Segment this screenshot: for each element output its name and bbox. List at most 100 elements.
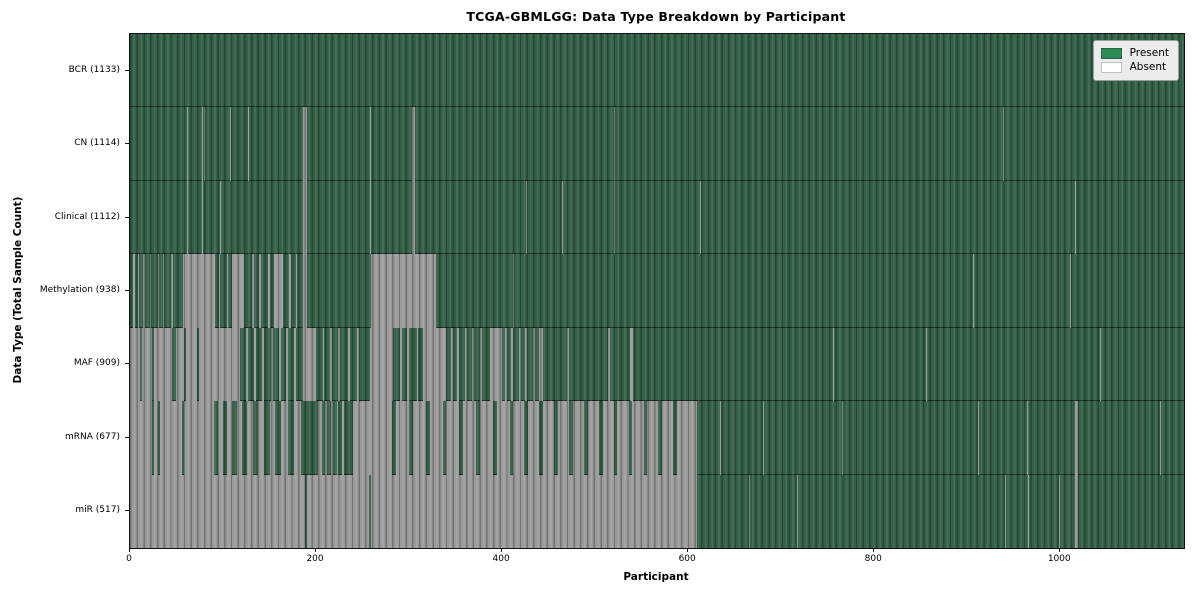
absent-segment xyxy=(278,327,281,402)
absent-segment xyxy=(303,107,307,181)
absent-segment xyxy=(130,401,153,475)
absent-segment xyxy=(370,107,371,181)
absent-segment xyxy=(833,327,835,402)
absent-segment xyxy=(251,254,254,328)
absent-segment xyxy=(1100,327,1102,402)
absent-segment xyxy=(247,401,253,475)
absent-segment xyxy=(1075,474,1078,548)
absent-segment xyxy=(175,327,184,402)
y-tick-mark xyxy=(125,290,129,291)
row-band-MAF xyxy=(130,327,1184,402)
absent-segment xyxy=(220,180,222,255)
y-tick-mark xyxy=(125,510,129,512)
absent-segment xyxy=(1075,180,1077,255)
x-tick-label: 400 xyxy=(492,554,510,564)
absent-segment xyxy=(407,327,410,402)
absent-segment xyxy=(608,327,611,402)
absent-segment xyxy=(479,401,493,475)
absent-segment xyxy=(322,327,325,402)
absent-segment xyxy=(513,254,515,328)
legend-label-present: Present xyxy=(1129,47,1169,59)
absent-segment xyxy=(229,107,231,181)
absent-segment xyxy=(416,327,419,402)
absent-segment xyxy=(1069,254,1071,328)
absent-segment xyxy=(423,327,447,402)
legend-item-absent: Absent xyxy=(1100,61,1169,73)
absent-segment xyxy=(613,180,615,255)
y-tick-label: CN (1114) xyxy=(74,138,120,149)
absent-segment xyxy=(518,327,521,402)
x-tick-label: 600 xyxy=(678,554,696,564)
absent-segment xyxy=(232,254,245,328)
absent-segment xyxy=(154,401,158,475)
absent-segment xyxy=(429,401,443,475)
absent-segment xyxy=(700,180,702,255)
y-tick-mark xyxy=(125,363,129,365)
absent-segment xyxy=(525,327,528,402)
absent-segment xyxy=(269,401,276,475)
absent-segment xyxy=(472,327,475,402)
row-band-mRNA xyxy=(130,401,1184,475)
absent-segment xyxy=(496,401,510,475)
y-tick-label: MAF (909) xyxy=(73,358,120,369)
absent-segment xyxy=(446,401,460,475)
absent-segment xyxy=(280,401,289,475)
absent-segment xyxy=(841,401,843,475)
x-tick-mark xyxy=(1059,548,1061,552)
absent-segment xyxy=(1027,474,1029,548)
x-tick-label: 1000 xyxy=(1047,554,1071,564)
y-tick-label: Methylation (938) xyxy=(39,285,120,295)
absent-segment xyxy=(306,474,370,548)
absent-segment xyxy=(267,254,270,328)
absent-segment xyxy=(630,327,634,402)
absent-segment xyxy=(186,180,188,255)
absent-segment xyxy=(797,474,798,548)
absent-segment xyxy=(543,401,555,475)
y-tick-mark xyxy=(125,69,129,71)
absent-swatch xyxy=(1100,61,1122,73)
absent-segment xyxy=(286,327,289,402)
absent-segment xyxy=(356,327,359,402)
row-band-Methylation xyxy=(130,254,1184,328)
absent-segment xyxy=(154,327,172,402)
absent-segment xyxy=(617,401,629,475)
x-tick-label: 200 xyxy=(306,554,324,564)
absent-segment xyxy=(370,327,394,402)
absent-segment xyxy=(370,254,437,328)
absent-segment xyxy=(1002,107,1004,181)
absent-segment xyxy=(613,107,615,181)
absent-segment xyxy=(201,107,203,181)
row-band-miR xyxy=(130,474,1184,548)
absent-segment xyxy=(303,254,307,328)
absent-segment xyxy=(504,327,507,402)
y-tick-label: BCR (1133) xyxy=(68,64,120,75)
absent-segment xyxy=(662,401,674,475)
absent-segment xyxy=(511,327,514,402)
y-tick-label: miR (517) xyxy=(75,505,120,516)
absent-segment xyxy=(370,180,371,255)
absent-segment xyxy=(587,401,599,475)
absent-segment xyxy=(926,327,928,402)
absent-segment xyxy=(677,401,698,475)
absent-segment xyxy=(1026,401,1028,475)
absent-segment xyxy=(479,327,482,402)
absent-segment xyxy=(303,180,307,255)
absent-segment xyxy=(539,327,544,402)
row-band-CN xyxy=(130,107,1184,181)
x-tick-mark xyxy=(315,548,317,552)
absent-segment xyxy=(411,107,415,181)
absent-segment xyxy=(972,254,974,328)
absent-segment xyxy=(303,327,317,402)
absent-segment xyxy=(399,327,402,402)
absent-segment xyxy=(978,401,980,475)
absent-segment xyxy=(130,474,305,548)
absent-segment xyxy=(490,327,503,402)
absent-segment xyxy=(293,401,302,475)
absent-segment xyxy=(219,254,221,328)
absent-segment xyxy=(1059,474,1061,548)
absent-segment xyxy=(532,327,535,402)
absent-segment xyxy=(295,254,298,328)
absent-segment xyxy=(411,180,415,255)
absent-segment xyxy=(1159,401,1161,475)
